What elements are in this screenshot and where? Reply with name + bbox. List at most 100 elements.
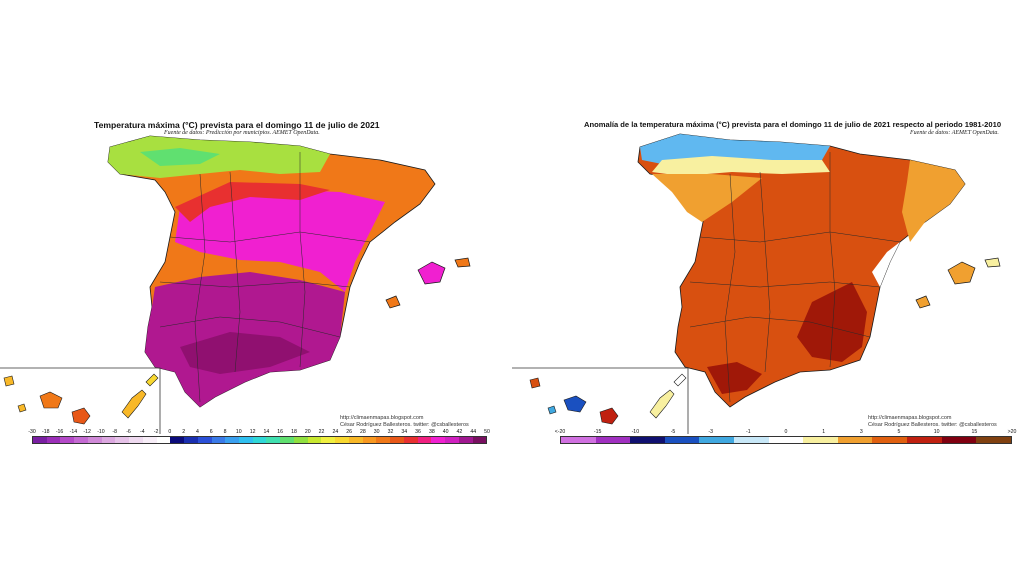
scale-tick-label: 2 (182, 429, 186, 435)
canary-inset-frame (0, 367, 161, 434)
scale-swatch (293, 437, 308, 443)
scale-swatch (170, 437, 185, 443)
scale-swatch (699, 437, 735, 443)
scale-tick-label: 8 (223, 429, 227, 435)
scale-tick-label: -10 (97, 429, 105, 435)
scale-tick-label: -5 (670, 429, 676, 435)
scale-swatch (445, 437, 459, 443)
scale-swatch (142, 437, 157, 443)
scale-swatch (941, 437, 977, 443)
scale-tick-label: 14 (263, 429, 270, 435)
hot-zone (175, 187, 385, 292)
scale-swatch (907, 437, 942, 443)
scale-tick-label: 20 (304, 429, 311, 435)
credit-author: César Rodríguez Ballesteros. twitter: @c… (868, 422, 997, 428)
canary-islands (3, 373, 159, 425)
scale-swatch (33, 437, 47, 443)
scale-swatch (252, 437, 267, 443)
scale-tick-label: 16 (277, 429, 284, 435)
scale-tick-label: -16 (55, 429, 64, 435)
scale-tick-label: 24 (332, 429, 339, 435)
scale-swatch (225, 437, 240, 443)
scale-swatch (101, 437, 116, 443)
scale-tick-label: 0 (784, 429, 788, 435)
scale-swatch (211, 437, 226, 443)
scale-swatch (664, 437, 700, 443)
north-cool-zone (640, 134, 830, 164)
scale-swatch (87, 437, 102, 443)
scale-tick-label: 34 (401, 429, 408, 435)
scale-tick-label: 15 (971, 429, 978, 435)
scale-swatch (630, 437, 665, 443)
map-subtitle: Fuente de datos: Predicción por municipi… (164, 130, 320, 136)
scale-swatch (458, 437, 473, 443)
scale-swatch (595, 437, 631, 443)
scale-tick-label: 50 (484, 429, 490, 435)
scale-tick-label: 0 (168, 429, 172, 435)
canary-inset-frame (512, 367, 689, 434)
scale-swatch (417, 437, 432, 443)
scale-tick-label: 10 (933, 429, 940, 435)
scale-swatch (403, 437, 418, 443)
scale-tick-label: 4 (196, 429, 199, 435)
scale-swatch (837, 437, 873, 443)
scale-tick-label: -14 (69, 429, 78, 435)
scale-swatch (872, 437, 908, 443)
scale-tick-label: 32 (387, 429, 394, 435)
spain-anomaly-map (512, 133, 1001, 434)
scale-swatch (74, 437, 88, 443)
scale-tick-label: 30 (373, 429, 380, 435)
scale-tick-label: 42 (456, 429, 463, 435)
scale-tick-label: 3 (859, 429, 863, 435)
scale-tick-labels: -30 -18 -16 -14 -12 -10 -8 -6 -4 -2 0 2 4 6 8 10 12 14 16 1… (28, 429, 490, 437)
scale-swatch (321, 437, 336, 443)
scale-swatch (280, 437, 294, 443)
credit-url: http://climaenmapas.blogspot.com (868, 415, 952, 421)
scale-swatch (307, 437, 322, 443)
scale-swatch (266, 437, 281, 443)
scale-tick-label: -12 (83, 429, 91, 435)
scale-tick-label: 38 (428, 429, 435, 435)
scale-tick-label: 12 (249, 429, 256, 435)
credit-author: César Rodríguez Ballesteros. twitter: @c… (340, 422, 469, 428)
temperature-map-panel: Temperatura máxima (°C) prevista para el… (0, 112, 490, 452)
scale-swatch (472, 437, 487, 443)
scale-tick-label: 26 (346, 429, 352, 435)
spain-temperature-map (0, 135, 471, 434)
scale-tick-label: 36 (415, 429, 421, 435)
scale-swatch (184, 437, 198, 443)
scale-swatch (376, 437, 391, 443)
scale-swatch (115, 437, 130, 443)
scale-swatch (129, 437, 143, 443)
scale-tick-label: -15 (593, 429, 602, 435)
scale-swatch (561, 437, 596, 443)
scale-tick-label: 1 (822, 429, 826, 435)
balearic-islands (417, 261, 446, 285)
scale-tick-label: 10 (235, 429, 242, 435)
scale-tick-label: -3 (708, 429, 713, 435)
scale-swatch (239, 437, 253, 443)
scale-tick-label: -10 (631, 429, 640, 435)
scale-tick-label: -2 (153, 429, 159, 435)
scale-swatch (156, 437, 171, 443)
scale-swatch (46, 437, 61, 443)
scale-tick-labels: <-20 -15 -10 -5 -3 -1 0 1 3 5 10 15 >20 (555, 429, 1017, 437)
scale-swatch (348, 437, 363, 443)
high-anomaly-zone (797, 282, 867, 362)
scale-tick-label: -8 (112, 429, 118, 435)
anomaly-map-panel: Anomalía de la temperatura máxima (°C) p… (512, 112, 1016, 452)
scale-tick-label: -18 (42, 429, 50, 435)
scale-tick-label: 6 (209, 429, 213, 435)
scale-swatch (768, 437, 804, 443)
map-title: Temperatura máxima (°C) prevista para el… (94, 120, 380, 130)
anomaly-color-scale (560, 436, 1012, 444)
north-cool-zone (108, 136, 330, 178)
credit-url: http://climaenmapas.blogspot.com (340, 415, 424, 421)
scale-swatch (197, 437, 212, 443)
scale-tick-label: -4 (139, 429, 145, 435)
scale-swatch (734, 437, 769, 443)
scale-swatch (60, 437, 75, 443)
scale-tick-label: 5 (897, 429, 901, 435)
balearic-islands (947, 261, 976, 285)
scale-tick-label: -30 (28, 429, 36, 435)
